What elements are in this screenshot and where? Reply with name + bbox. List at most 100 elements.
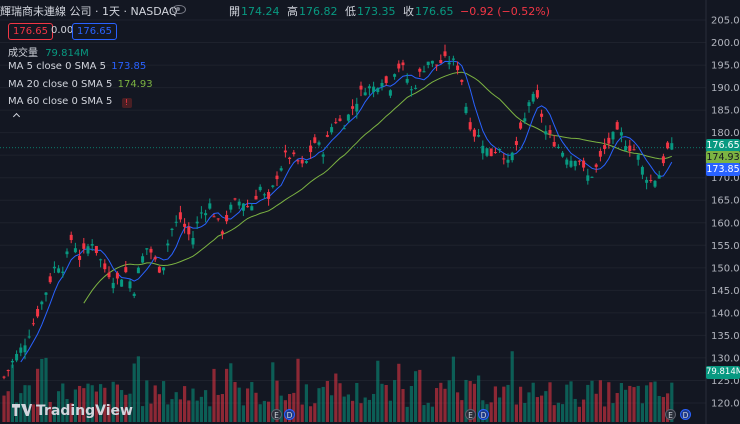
volume-bar: [477, 375, 481, 422]
dividend-marker[interactable]: D: [284, 409, 295, 420]
volume-bar: [115, 384, 119, 422]
volume-bar: [422, 405, 426, 422]
volume-bar: [535, 397, 539, 422]
y-tick-label: 200.00: [711, 38, 740, 49]
candle: [506, 159, 510, 163]
legend-volume[interactable]: 成交量 79.814M: [8, 44, 89, 59]
candle: [666, 142, 670, 149]
tradingview-logo[interactable]: TradingView: [12, 403, 133, 419]
candle: [388, 90, 392, 96]
ma20-price-tag: 174.93: [706, 151, 740, 164]
collapse-legend-icon[interactable]: [12, 111, 22, 121]
volume-bar: [262, 400, 266, 422]
y-tick-label: 150.00: [711, 263, 740, 274]
y-tick-label: 140.00: [711, 308, 740, 319]
volume-legend-value: 79.814M: [45, 48, 89, 59]
legend-ma5[interactable]: MA 5 close 0 SMA 5 173.85: [8, 61, 146, 72]
candle: [603, 145, 607, 149]
volume-bar: [565, 384, 569, 422]
volume-bar: [309, 406, 313, 422]
candle: [624, 146, 628, 151]
candle: [393, 74, 397, 77]
candle: [15, 353, 19, 361]
earnings-marker[interactable]: E: [271, 409, 282, 420]
candle: [468, 122, 472, 130]
candle: [397, 63, 401, 69]
candle: [57, 268, 61, 273]
volume-bar: [426, 402, 430, 422]
dividend-marker[interactable]: D: [478, 409, 489, 420]
low-label: 低: [344, 5, 356, 18]
candle: [82, 243, 86, 249]
candle: [120, 279, 124, 287]
candle: [6, 370, 10, 372]
candle: [174, 221, 178, 223]
volume-bar: [649, 382, 653, 422]
candle: [573, 161, 577, 167]
open-label: 開: [228, 5, 240, 18]
last-price-tag: 176.65: [706, 139, 740, 152]
volume-bar: [414, 371, 418, 422]
candle: [493, 152, 497, 154]
volume-bar: [69, 403, 73, 422]
candle: [628, 145, 632, 151]
tradingview-logo-icon: [12, 404, 32, 416]
volume-bar: [393, 380, 397, 422]
warning-icon[interactable]: !: [121, 98, 132, 108]
volume-bar: [246, 388, 250, 422]
earnings-marker[interactable]: E: [465, 409, 476, 420]
candle: [611, 131, 615, 140]
volume-bar: [250, 382, 254, 422]
candle: [590, 176, 594, 178]
candle: [199, 212, 203, 214]
candle: [216, 218, 220, 220]
candle: [498, 148, 502, 150]
candle: [187, 226, 191, 235]
volume-bar: [82, 388, 86, 422]
ma20-line: [83, 71, 672, 304]
volume-bar: [2, 395, 6, 422]
candle: [321, 154, 325, 157]
candle: [233, 198, 237, 200]
legend-ma20[interactable]: MA 20 close 0 SMA 5 174.93: [8, 79, 153, 90]
sell-button[interactable]: 176.65: [8, 23, 53, 40]
eye-icon[interactable]: [172, 5, 186, 14]
candle: [296, 160, 300, 162]
volume-bar: [292, 392, 296, 422]
dividend-marker[interactable]: D: [680, 409, 691, 420]
earnings-marker[interactable]: E: [665, 409, 676, 420]
ma5-name: MA: [8, 61, 24, 72]
candle: [519, 122, 523, 129]
ma20-name: MA: [8, 79, 24, 90]
candle: [141, 256, 145, 263]
buy-button[interactable]: 176.65: [72, 23, 117, 40]
y-tick-label: 195.00: [711, 61, 740, 72]
candle: [111, 282, 115, 289]
candle: [99, 259, 103, 261]
candle: [313, 137, 317, 143]
candle: [435, 64, 439, 66]
legend-ma60[interactable]: MA 60 close 0 SMA 5 !: [8, 96, 132, 108]
candle: [254, 195, 258, 200]
volume-bar: [598, 380, 602, 422]
candle: [376, 88, 380, 93]
y-tick-label: 130.00: [711, 353, 740, 364]
candle: [115, 272, 119, 279]
volume-bar: [342, 396, 346, 422]
volume-bar: [363, 397, 367, 422]
volume-label: 成交量: [8, 48, 38, 59]
candle: [86, 246, 90, 254]
candle: [325, 135, 329, 137]
candle: [598, 150, 602, 157]
candle: [531, 93, 535, 102]
volume-bar: [183, 386, 187, 422]
candle: [292, 152, 296, 155]
candle: [330, 127, 334, 133]
y-tick-label: 155.00: [711, 241, 740, 252]
candle: [422, 71, 426, 73]
candle: [10, 360, 14, 363]
y-tick-label: 145.00: [711, 286, 740, 297]
candle: [418, 68, 422, 72]
symbol-title[interactable]: 輝瑞商未連線 公司 · 1天 · NASDAQ: [0, 5, 178, 18]
